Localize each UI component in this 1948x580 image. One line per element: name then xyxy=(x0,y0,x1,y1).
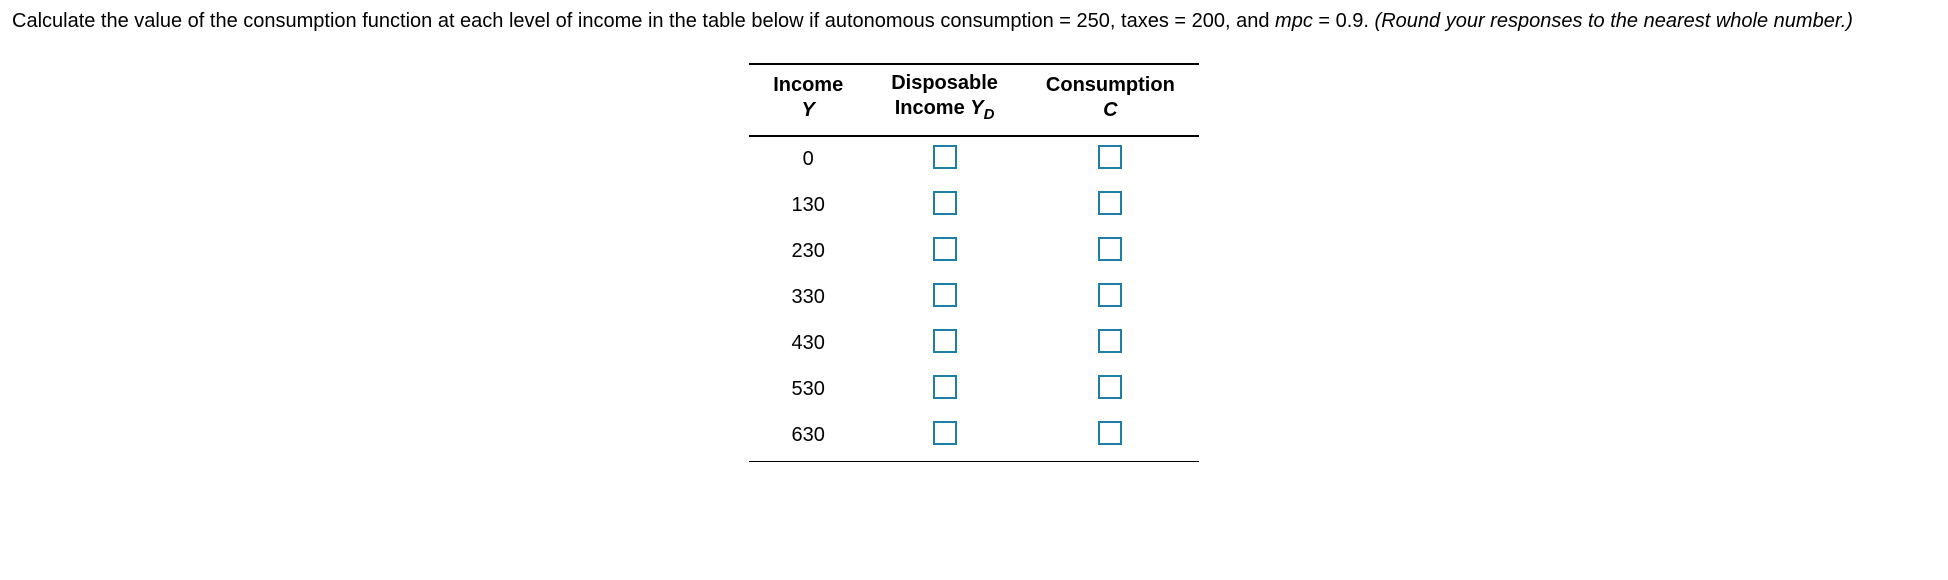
consumption-cell xyxy=(1022,183,1199,229)
income-cell: 230 xyxy=(749,229,867,275)
disposable-input[interactable] xyxy=(933,145,957,169)
disposable-cell xyxy=(867,413,1022,462)
prompt-mpc-rest: = 0.9. xyxy=(1313,10,1375,32)
col-header-disp-sub: D xyxy=(984,106,995,123)
disposable-input[interactable] xyxy=(933,191,957,215)
col-header-income-l1: Income xyxy=(773,74,843,96)
disposable-cell xyxy=(867,367,1022,413)
consumption-table: Income Y Disposable Income YD Consumptio… xyxy=(749,63,1199,462)
col-header-disposable: Disposable Income YD xyxy=(867,64,1022,136)
consumption-cell xyxy=(1022,229,1199,275)
income-cell: 530 xyxy=(749,367,867,413)
income-cell: 630 xyxy=(749,413,867,462)
table-row: 230 xyxy=(749,229,1199,275)
disposable-input[interactable] xyxy=(933,237,957,261)
table-body: 0130230330430530630 xyxy=(749,136,1199,462)
consumption-input[interactable] xyxy=(1098,421,1122,445)
prompt-mpc-label: mpc xyxy=(1275,10,1313,32)
consumption-input[interactable] xyxy=(1098,237,1122,261)
table-row: 330 xyxy=(749,275,1199,321)
prompt-main: Calculate the value of the consumption f… xyxy=(12,10,1275,32)
consumption-input[interactable] xyxy=(1098,191,1122,215)
disposable-input[interactable] xyxy=(933,283,957,307)
prompt-round-note: (Round your responses to the nearest who… xyxy=(1375,10,1853,32)
consumption-input[interactable] xyxy=(1098,145,1122,169)
consumption-cell xyxy=(1022,136,1199,183)
income-cell: 0 xyxy=(749,136,867,183)
consumption-cell xyxy=(1022,321,1199,367)
consumption-cell xyxy=(1022,367,1199,413)
col-header-disp-l1: Disposable xyxy=(891,72,998,94)
col-header-income-l2: Y xyxy=(802,99,815,121)
table-row: 630 xyxy=(749,413,1199,462)
table-row: 130 xyxy=(749,183,1199,229)
disposable-cell xyxy=(867,183,1022,229)
consumption-input[interactable] xyxy=(1098,283,1122,307)
col-header-cons-l1: Consumption xyxy=(1046,74,1175,96)
disposable-cell xyxy=(867,275,1022,321)
income-cell: 130 xyxy=(749,183,867,229)
table-row: 0 xyxy=(749,136,1199,183)
col-header-income: Income Y xyxy=(749,64,867,136)
income-cell: 330 xyxy=(749,275,867,321)
disposable-input[interactable] xyxy=(933,375,957,399)
col-header-disp-l2a: Income xyxy=(895,97,971,119)
table-row: 430 xyxy=(749,321,1199,367)
table-row: 530 xyxy=(749,367,1199,413)
consumption-input[interactable] xyxy=(1098,329,1122,353)
disposable-input[interactable] xyxy=(933,421,957,445)
disposable-cell xyxy=(867,229,1022,275)
consumption-cell xyxy=(1022,275,1199,321)
col-header-disp-l2b: Y xyxy=(970,97,983,119)
disposable-cell xyxy=(867,136,1022,183)
income-cell: 430 xyxy=(749,321,867,367)
question-prompt: Calculate the value of the consumption f… xyxy=(12,8,1936,35)
col-header-consumption: Consumption C xyxy=(1022,64,1199,136)
consumption-cell xyxy=(1022,413,1199,462)
disposable-input[interactable] xyxy=(933,329,957,353)
disposable-cell xyxy=(867,321,1022,367)
table-container: Income Y Disposable Income YD Consumptio… xyxy=(12,63,1936,462)
consumption-input[interactable] xyxy=(1098,375,1122,399)
col-header-cons-l2: C xyxy=(1103,99,1117,121)
